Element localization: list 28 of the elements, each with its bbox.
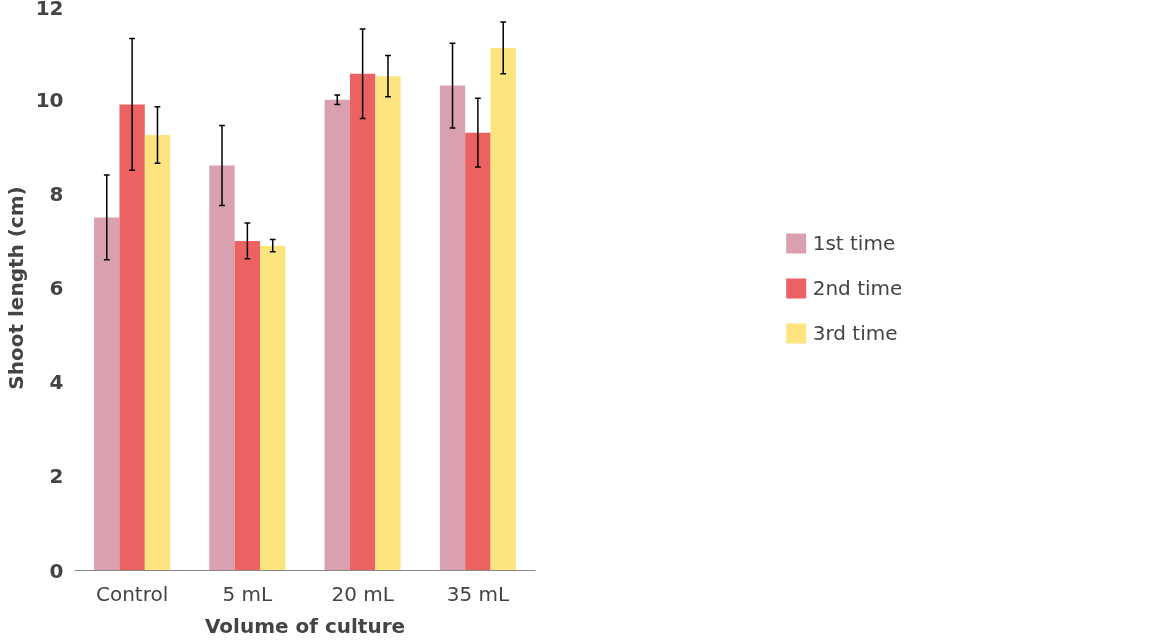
- legend-label: 1st time: [812, 230, 896, 255]
- x-tick-label: 5 mL: [222, 581, 274, 606]
- x-tick-label: Control: [95, 581, 169, 606]
- bar: [349, 73, 376, 571]
- x-tick-label: 20 mL: [331, 581, 395, 606]
- y-tick-label: 4: [49, 370, 64, 395]
- bar: [234, 240, 261, 571]
- y-tick-label: 12: [35, 0, 64, 20]
- bar: [94, 217, 120, 571]
- bar: [324, 99, 350, 571]
- legend-label: 2nd time: [812, 275, 903, 300]
- bar: [119, 104, 145, 571]
- y-tick-label: 6: [49, 276, 64, 300]
- y-tick-label: 10: [35, 87, 64, 112]
- x-tick-label: 35 mL: [446, 581, 510, 606]
- bar: [439, 85, 466, 571]
- x-axis-title: Volume of culture: [204, 613, 406, 638]
- y-axis-title: Shoot length (cm): [3, 186, 28, 390]
- bar: [209, 165, 235, 571]
- bar: [144, 134, 171, 571]
- y-tick-label: 2: [49, 464, 64, 489]
- legend-label: 3rd time: [812, 320, 898, 345]
- bar: [260, 245, 286, 571]
- bar: [490, 47, 516, 571]
- y-tick-label: 0: [49, 558, 64, 583]
- y-tick-label: 8: [49, 181, 64, 206]
- bar: [375, 76, 401, 571]
- bar: [465, 132, 491, 571]
